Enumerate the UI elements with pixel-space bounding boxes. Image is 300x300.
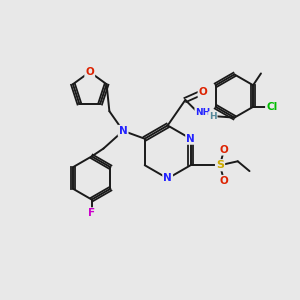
Text: F: F xyxy=(88,208,95,218)
Text: NH: NH xyxy=(195,108,211,117)
Text: N: N xyxy=(163,173,172,184)
Text: O: O xyxy=(220,145,228,154)
Text: N: N xyxy=(119,126,128,136)
Text: Cl: Cl xyxy=(266,102,278,112)
Text: O: O xyxy=(85,67,94,77)
Text: O: O xyxy=(220,176,228,186)
Text: H: H xyxy=(209,112,217,121)
Text: O: O xyxy=(199,87,207,97)
Text: N: N xyxy=(186,134,195,144)
Text: S: S xyxy=(216,160,224,170)
